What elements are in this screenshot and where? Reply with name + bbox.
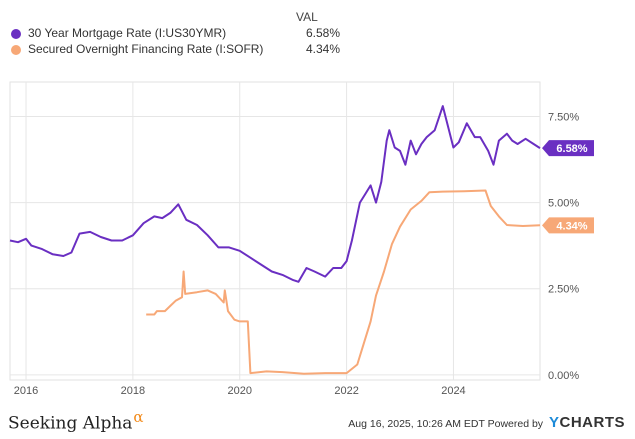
end-label-text-0: 6.58%	[556, 143, 587, 155]
legend-label-sofr: Secured Overnight Financing Rate (I:SOFR…	[28, 42, 264, 56]
legend-value-sofr: 4.34%	[305, 42, 340, 56]
end-label-tag-0	[542, 140, 594, 157]
series-end-labels: 6.58% 4.34%	[542, 140, 594, 234]
seeking-alpha-logo: Seeking Alphaα	[8, 408, 144, 434]
ycharts-logo[interactable]: YCHARTS	[549, 414, 625, 431]
series-lines	[9, 105, 541, 375]
powered-by: Aug 16, 2025, 10:26 AM EDT Powered by YC…	[348, 414, 625, 431]
chart-plot: 2016 2018 2020 2022 2024 7.50% 5.00% 2.50% 0.00…	[9, 81, 594, 397]
legend-label-mortgage: 30 Year Mortgage Rate (I:US30YMR)	[28, 26, 227, 40]
x-tick-label: 2024	[441, 385, 465, 397]
grid-lines	[9, 81, 541, 381]
x-tick-label: 2022	[334, 385, 358, 397]
x-tick-label: 2016	[14, 385, 38, 397]
ycharts-y-mark: Y	[548, 414, 560, 431]
legend-value-mortgage: 6.58%	[305, 26, 340, 40]
logo-text: Seeking Alpha	[8, 413, 133, 434]
plot-frame	[9, 81, 541, 381]
y-tick-label: 7.50%	[548, 111, 579, 123]
ycharts-wordmark: CHARTS	[559, 414, 625, 431]
legend-item-mortgage[interactable]: 30 Year Mortgage Rate (I:US30YMR) 6.58%	[10, 26, 340, 42]
series-line-0[interactable]	[9, 105, 541, 283]
alpha-icon: α	[133, 408, 144, 426]
legend-swatch-mortgage	[11, 29, 21, 39]
y-tick-label: 5.00%	[548, 198, 579, 210]
x-tick-label: 2018	[121, 385, 145, 397]
legend-swatch-sofr	[11, 45, 21, 55]
y-tick-label: 2.50%	[548, 284, 579, 296]
x-tick-label: 2020	[227, 385, 251, 397]
end-label-text-1: 4.34%	[556, 220, 587, 232]
legend-item-sofr[interactable]: Secured Overnight Financing Rate (I:SOFR…	[10, 42, 340, 58]
y-tick-label: 0.00%	[548, 370, 579, 382]
timestamp: Aug 16, 2025, 10:26 AM EDT Powered by	[348, 418, 544, 430]
series-line-1[interactable]	[146, 189, 541, 375]
x-axis-ticks: 2016 2018 2020 2022 2024	[14, 385, 466, 397]
legend-value-header: VAL	[296, 10, 318, 24]
y-axis-ticks: 7.50% 5.00% 2.50% 0.00%	[548, 111, 579, 381]
end-label-tag-1	[542, 217, 594, 234]
